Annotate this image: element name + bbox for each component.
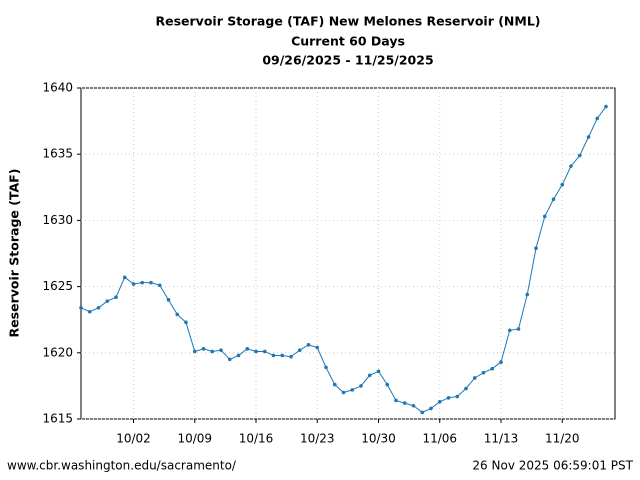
data-point [227,357,232,362]
data-point [192,349,197,354]
y-tick-label: 1635 [42,147,73,161]
y-tick-label: 1620 [42,345,73,359]
chart-date-range: 09/26/2025 - 11/25/2025 [262,53,433,68]
y-tick-label: 1630 [42,213,73,227]
data-point [201,347,206,351]
data-point [114,295,118,299]
data-point [79,305,83,310]
data-point [315,345,320,350]
data-point [341,390,346,395]
data-point [105,299,110,303]
x-tick-label: 11/13 [484,432,519,446]
x-tick-label: 11/20 [545,432,580,446]
data-point [297,348,302,352]
data-point [507,328,512,333]
footer-source: www.cbr.washington.edu/sacramento/ [7,459,237,473]
data-point [245,347,250,351]
data-point [516,327,521,331]
data-point [481,370,486,375]
data-point [577,153,582,158]
data-point [446,396,451,400]
footer-timestamp: 26 Nov 2025 06:59:01 PST [472,459,633,473]
data-point [586,135,591,139]
chart-title: Reservoir Storage (TAF) New Melones Rese… [155,14,540,29]
x-tick-label: 10/02 [116,432,151,446]
data-point [464,386,468,391]
data-point [367,373,372,378]
data-point [210,349,215,354]
data-point [472,376,477,380]
data-point [219,348,223,352]
data-point [385,382,390,387]
x-tick-label: 10/30 [361,432,396,446]
data-point [359,384,363,388]
data-line [80,106,607,413]
data-point [560,182,565,187]
y-tick-label: 1640 [42,81,73,95]
y-tick-label: 1625 [42,279,73,293]
y-tick-label: 1615 [42,412,73,426]
data-point [87,309,92,314]
data-point [332,382,337,387]
x-tick-label: 11/06 [422,432,457,446]
data-point [525,292,530,297]
x-tick-label: 10/23 [300,432,335,446]
data-point [324,365,328,370]
data-point [149,280,153,285]
data-point [534,246,538,251]
x-tick-label: 10/16 [239,432,274,446]
data-point [551,197,556,202]
data-point [376,369,381,374]
y-axis-label: Reservoir Storage (TAF) [7,169,22,338]
data-point [604,104,608,109]
data-point [122,275,127,280]
data-point [289,354,293,359]
data-point [166,298,171,302]
data-point [420,410,425,415]
data-point [306,343,311,347]
data-point [131,282,136,286]
data-point [350,388,355,392]
data-point [411,403,416,408]
data-point [437,399,442,404]
data-point [499,360,503,364]
data-point [280,353,285,358]
plot-frame [80,87,616,420]
data-point [542,214,547,219]
chart-subtitle: Current 60 Days [291,34,405,49]
data-point [429,406,433,411]
data-point [157,283,162,288]
data-point [394,398,398,403]
data-point [262,349,267,354]
data-point [254,349,258,354]
data-point [175,312,180,317]
data-point [236,353,241,358]
data-point [455,394,460,399]
data-point [96,305,101,310]
data-point [402,401,407,405]
data-point [490,366,495,371]
x-tick-label: 10/09 [177,432,212,446]
data-point [184,320,188,325]
data-point [271,353,276,358]
data-point [595,116,600,121]
data-point [140,280,145,285]
data-point [569,164,573,168]
